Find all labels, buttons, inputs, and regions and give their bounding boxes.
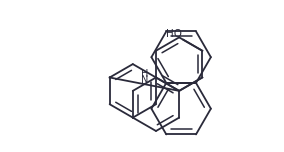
Text: HO: HO: [166, 29, 182, 39]
Text: N: N: [141, 75, 148, 85]
Text: H: H: [141, 69, 148, 79]
